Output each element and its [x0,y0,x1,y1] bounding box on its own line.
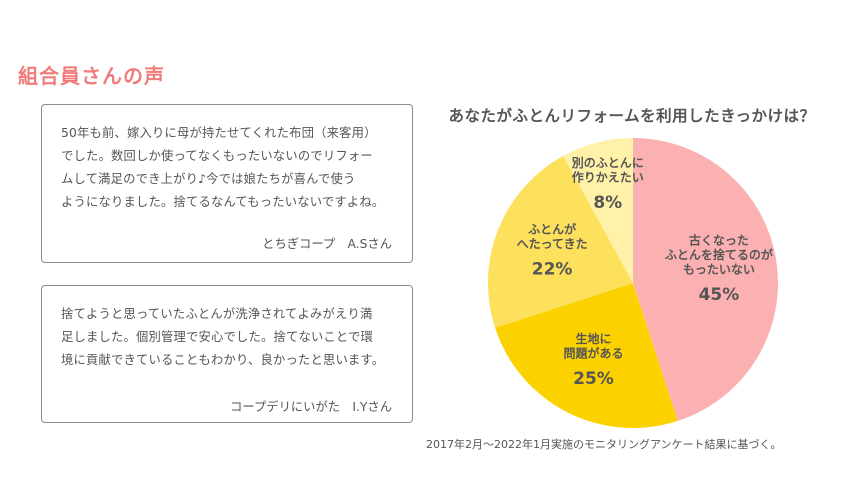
section-title: 組合員さんの声 [18,64,165,88]
pie-slice-too-good-to-discard [633,138,779,421]
pie-slice-fabric-problem [495,283,678,428]
pie-value-too-good-to-discard: 45% [699,285,740,305]
survey-note: 2017年2月〜2022年1月実施のモニタリングアンケート結果に基づく。 [426,438,782,451]
pie-label-fabric-problem: 問題がある [563,346,623,361]
pie-slice-remake-into-other [563,138,633,283]
voice-line: でした。数回しか使ってなくもったいないのでリフォー [61,149,373,163]
voice-author-1: とちぎコープ A.Sさん [262,237,392,251]
voice-text-1: 50年も前、嫁入りに母が持たせてくれた布団（来客用） でした。数回しか使ってなく… [61,122,398,214]
pie-label-remake-into-other: 作りかえたい [572,170,644,185]
voice-line: 足しました。個別管理で安心でした。捨てないことで環 [61,330,374,344]
chart-title: あなたがふとんリフォームを利用したきっかけは？ [448,107,816,125]
voice-line: 50年も前、嫁入りに母が持たせてくれた布団（来客用） [61,126,377,140]
voice-author-2: コープデリにいがた I.Yさん [230,400,392,414]
voice-card-1: 50年も前、嫁入りに母が持たせてくれた布団（来客用） でした。数回しか使ってなく… [41,104,413,263]
pie-label-worn-out: へたってきた [517,237,588,251]
pie-value-fabric-problem: 25% [573,369,614,389]
pie-label-too-good-to-discard: 古くなった [689,233,749,248]
voice-line: 境に貢献できていることもわかり、良かったと思います。 [61,353,385,367]
pie-label-too-good-to-discard: もったいない [683,263,755,277]
voice-card-2: 捨てようと思っていたふとんが洗浄されてよみがえり満 足しました。個別管理で安心で… [41,285,413,423]
voice-line: ムして満足のでき上がり♪今では娘たちが喜んで使う [61,172,356,186]
pie-label-remake-into-other: 別のふとんに [571,156,644,170]
pie-label-too-good-to-discard: ふとんを捨てるのが [665,247,773,262]
pie-value-remake-into-other: 8% [593,193,622,213]
voice-line: 捨てようと思っていたふとんが洗浄されてよみがえり満 [61,307,373,321]
pie-label-worn-out: ふとんが [528,221,576,236]
pie-value-worn-out: 22% [532,259,573,279]
pie-label-fabric-problem: 生地に [575,331,611,346]
voice-text-2: 捨てようと思っていたふとんが洗浄されてよみがえり満 足しました。個別管理で安心で… [61,303,398,372]
pie-slice-worn-out [488,155,633,328]
voice-line: ようになりました。捨てるなんてもったいないですよね。 [61,195,385,209]
